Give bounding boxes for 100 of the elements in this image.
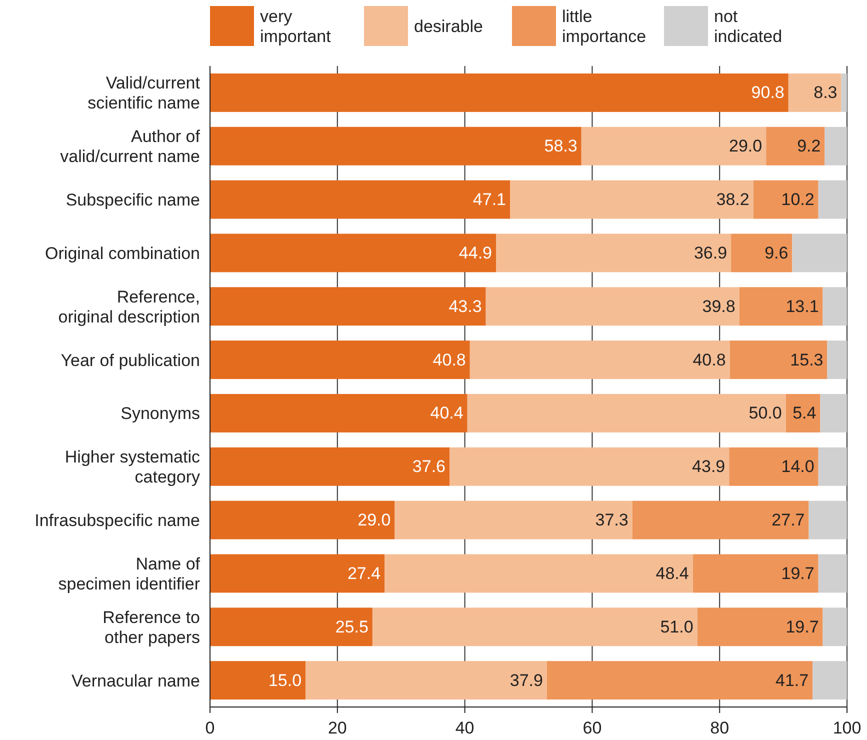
bar bbox=[384, 554, 693, 593]
bar bbox=[210, 500, 395, 540]
bar bbox=[210, 126, 582, 166]
bar bbox=[808, 500, 847, 540]
data-label: 27.7 bbox=[772, 510, 805, 530]
y-tick-label: Name of specimen identifier bbox=[58, 554, 200, 593]
bar bbox=[692, 554, 818, 593]
data-label: 19.7 bbox=[786, 617, 819, 636]
bar bbox=[822, 287, 847, 326]
data-label: 13.1 bbox=[786, 296, 819, 316]
data-label: 9.2 bbox=[797, 136, 821, 156]
bar bbox=[730, 340, 828, 380]
bar bbox=[210, 73, 788, 112]
data-label: 25.5 bbox=[335, 617, 368, 636]
data-label: 37.6 bbox=[412, 457, 446, 476]
bar bbox=[510, 180, 754, 219]
data-label: 40.8 bbox=[692, 350, 726, 370]
bar bbox=[486, 287, 740, 326]
y-tick-label: Valid/current scientific name bbox=[88, 73, 200, 112]
data-label: 15.3 bbox=[790, 350, 824, 370]
bar bbox=[496, 234, 732, 272]
bar bbox=[818, 180, 847, 219]
bar bbox=[766, 126, 825, 166]
data-label: 9.6 bbox=[764, 243, 788, 262]
data-label: 40.8 bbox=[432, 350, 466, 370]
data-label: 37.9 bbox=[510, 670, 543, 690]
bar bbox=[372, 608, 698, 646]
data-label: 29.0 bbox=[358, 510, 391, 530]
bar bbox=[827, 340, 847, 380]
bar bbox=[824, 126, 847, 166]
data-label: 8.3 bbox=[814, 83, 838, 102]
bar bbox=[546, 661, 813, 700]
data-label: 19.7 bbox=[781, 564, 814, 583]
y-tick-label: Vernacular name bbox=[71, 670, 200, 690]
bar bbox=[812, 661, 847, 700]
bar bbox=[210, 608, 372, 646]
bar bbox=[210, 661, 306, 700]
data-label: 43.3 bbox=[448, 296, 482, 316]
bar bbox=[753, 180, 818, 219]
data-label: 39.8 bbox=[702, 296, 736, 316]
bar bbox=[210, 447, 450, 486]
data-label: 27.4 bbox=[347, 564, 381, 583]
bar bbox=[210, 234, 496, 272]
bar bbox=[729, 447, 818, 486]
data-label: 58.3 bbox=[544, 136, 578, 156]
y-tick-label: Original combination bbox=[45, 243, 200, 262]
y-tick-label: Reference, original description bbox=[58, 286, 200, 326]
y-tick-label: Higher systematic category bbox=[64, 447, 200, 486]
data-label: 43.9 bbox=[692, 457, 726, 476]
bar bbox=[820, 394, 847, 432]
bar bbox=[822, 608, 847, 646]
y-tick-label: Reference to other papers bbox=[102, 607, 200, 646]
bar bbox=[731, 234, 792, 272]
data-label: 10.2 bbox=[781, 190, 814, 210]
y-tick-label: Infrasubspecific name bbox=[34, 510, 200, 530]
data-label: 40.4 bbox=[430, 404, 464, 423]
bar bbox=[394, 500, 632, 540]
bar bbox=[450, 447, 730, 486]
bar bbox=[792, 234, 847, 272]
x-tick-label: 80 bbox=[710, 718, 730, 738]
y-tick-label: Year of publication bbox=[60, 350, 200, 370]
bar bbox=[739, 287, 823, 326]
y-tick-label: Author of valid/current name bbox=[60, 126, 200, 166]
bar bbox=[786, 394, 820, 432]
y-tick-label: Synonyms bbox=[120, 404, 200, 423]
bar bbox=[467, 394, 786, 432]
x-tick-label: 40 bbox=[455, 718, 474, 738]
x-tick-label: 0 bbox=[205, 718, 215, 738]
data-label: 14.0 bbox=[781, 457, 814, 476]
data-label: 41.7 bbox=[776, 670, 809, 690]
legend-label: little importance bbox=[562, 6, 646, 46]
legend-label: not indicated bbox=[714, 6, 782, 46]
data-label: 44.9 bbox=[458, 243, 492, 262]
bar bbox=[210, 340, 470, 380]
data-label: 36.9 bbox=[694, 243, 728, 262]
data-label: 29.0 bbox=[729, 136, 762, 156]
data-label: 5.4 bbox=[792, 404, 816, 423]
bar bbox=[788, 73, 842, 112]
bar bbox=[210, 180, 510, 219]
y-tick-label: Subspecific name bbox=[66, 190, 200, 210]
bar bbox=[210, 394, 468, 432]
bar bbox=[818, 554, 847, 593]
bar bbox=[697, 608, 823, 646]
data-label: 50.0 bbox=[748, 404, 782, 423]
data-label: 48.4 bbox=[656, 564, 689, 583]
data-label: 47.1 bbox=[472, 190, 506, 210]
bar bbox=[470, 340, 730, 380]
bar bbox=[210, 287, 486, 326]
x-tick-label: 100 bbox=[832, 718, 862, 738]
x-tick-label: 60 bbox=[582, 718, 602, 738]
data-label: 51.0 bbox=[660, 617, 694, 636]
bar bbox=[306, 661, 547, 700]
x-tick-label: 20 bbox=[328, 718, 347, 738]
bar bbox=[818, 447, 847, 486]
bar bbox=[210, 554, 385, 593]
legend-label: desirable bbox=[414, 16, 483, 36]
data-label: 38.2 bbox=[716, 190, 750, 210]
legend-label: very important bbox=[260, 6, 332, 46]
data-label: 15.0 bbox=[268, 670, 302, 690]
data-label: 90.8 bbox=[751, 83, 784, 102]
